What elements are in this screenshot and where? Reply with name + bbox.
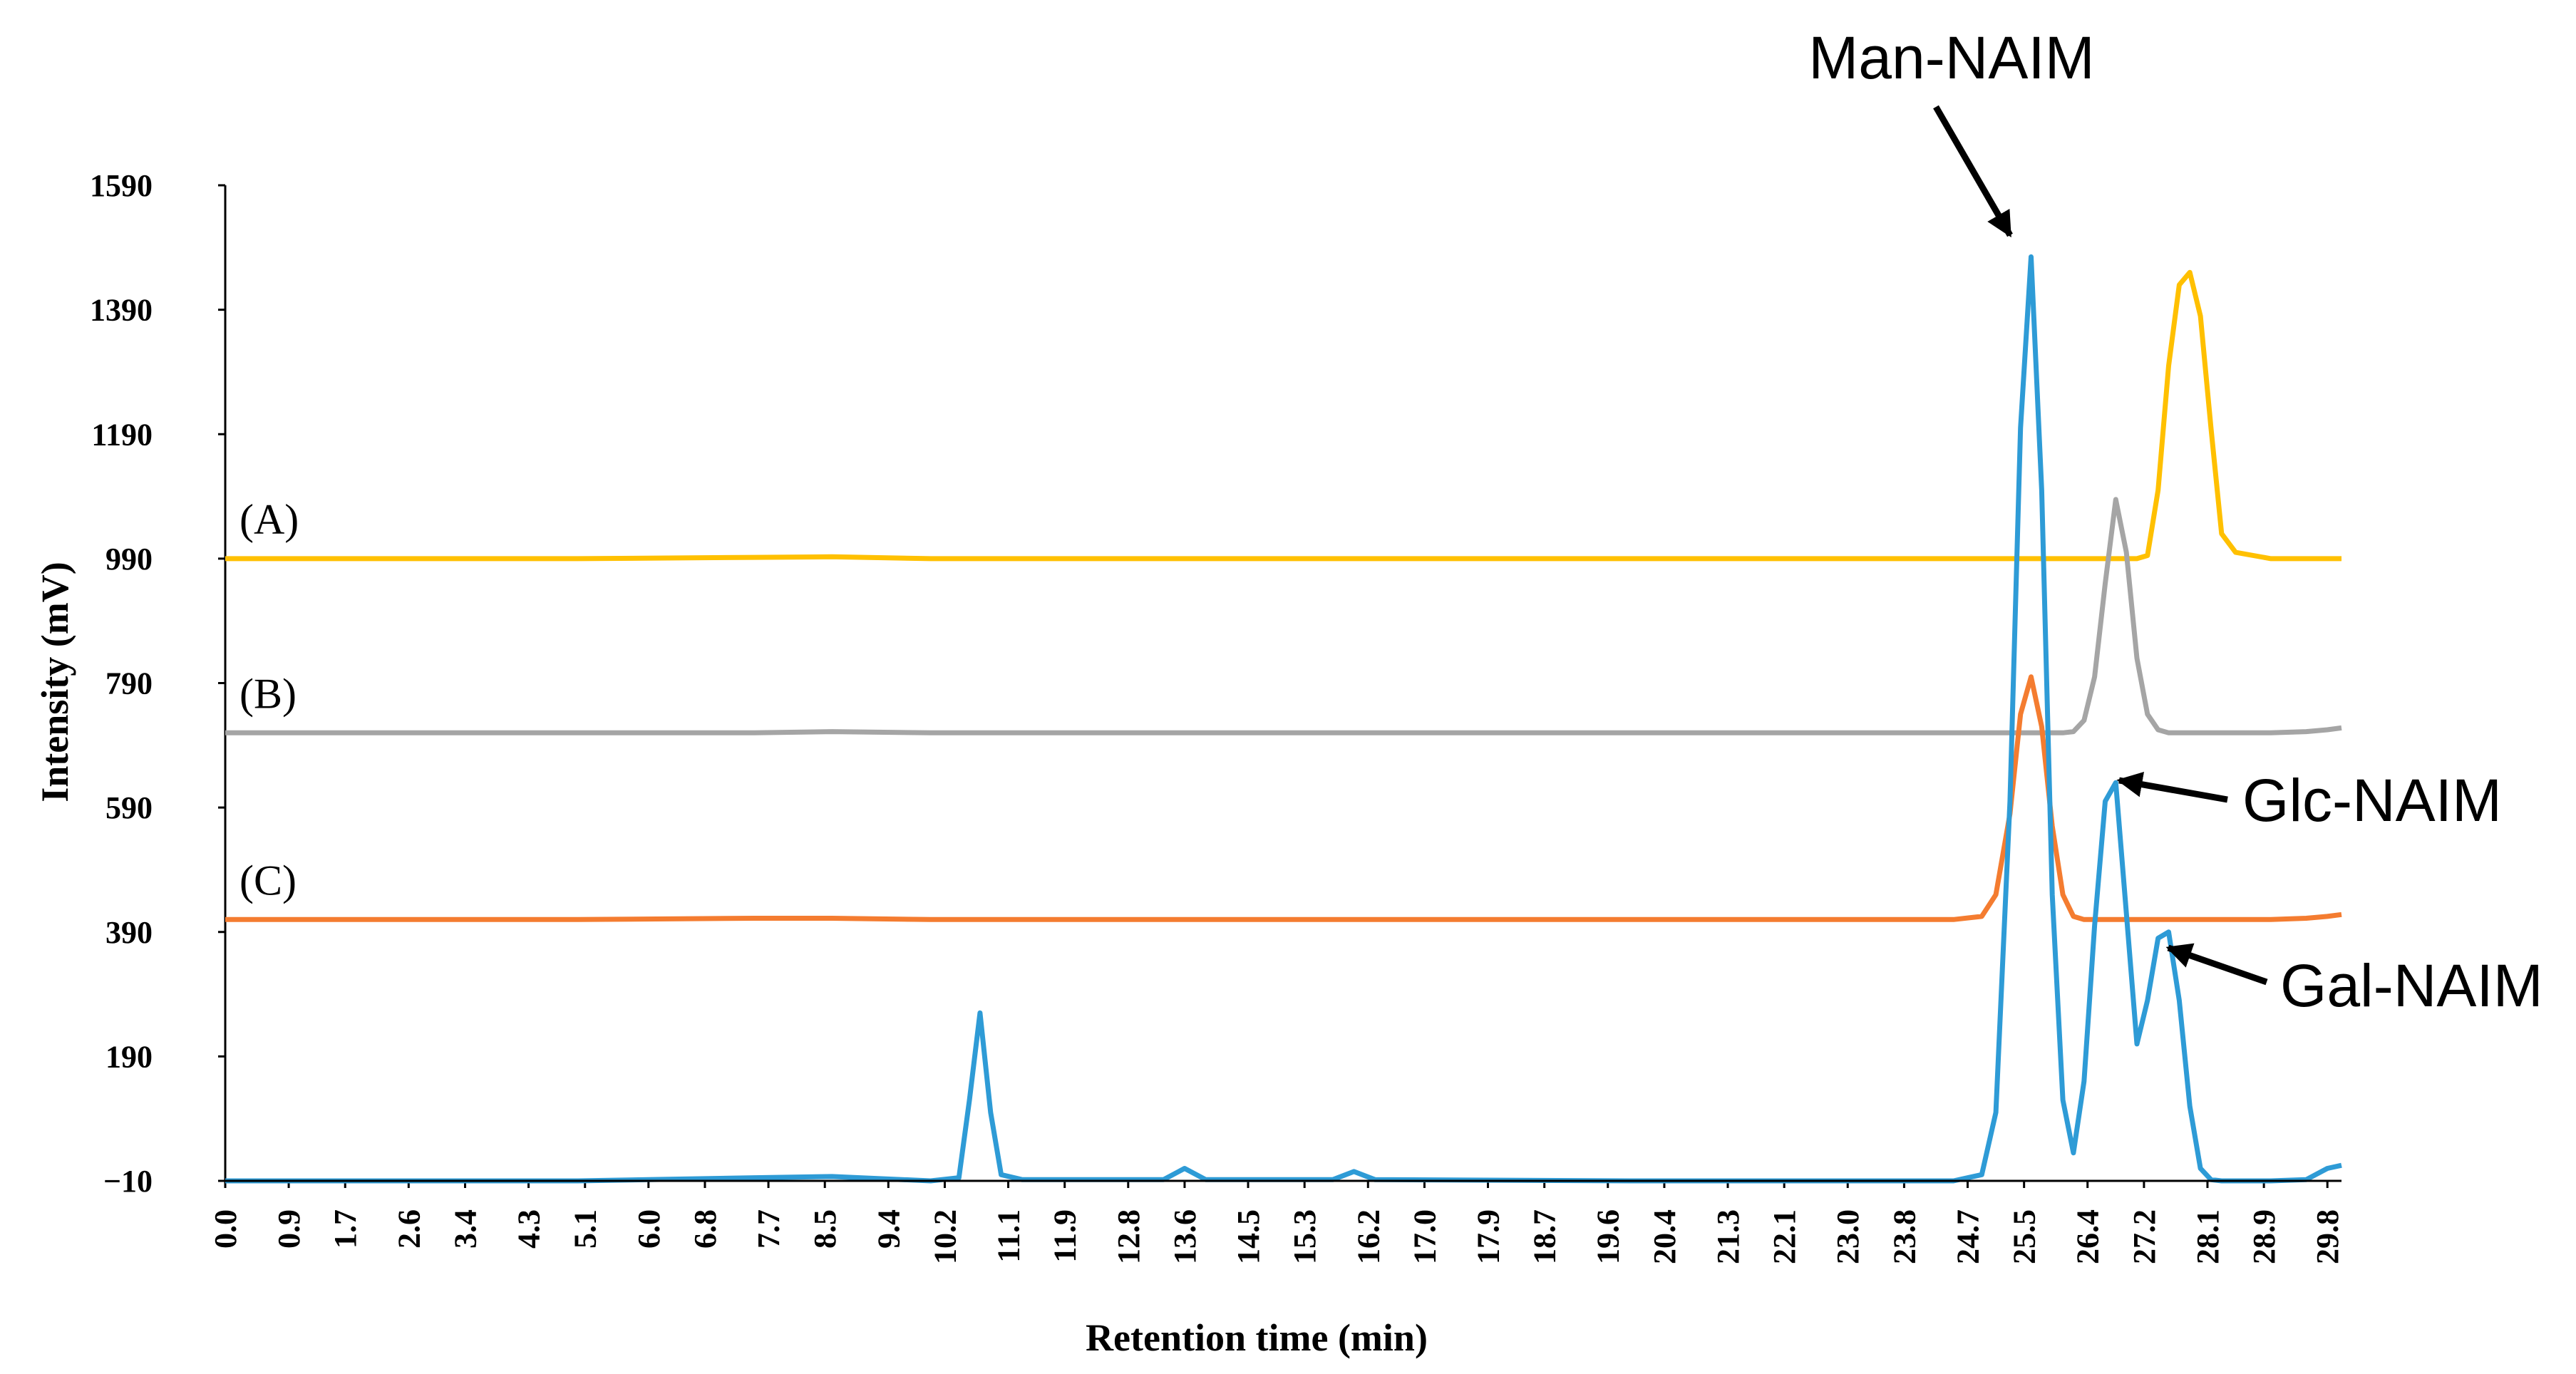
- y-axis-title: Intensity (mV): [34, 562, 76, 802]
- x-tick-label: 29.8: [2310, 1209, 2345, 1264]
- x-tick-label: 25.5: [2007, 1209, 2042, 1264]
- x-tick-label: 23.8: [1887, 1209, 1922, 1264]
- y-tick-label: 1590: [90, 168, 153, 203]
- x-tick-label: 21.3: [1711, 1209, 1746, 1264]
- y-tick-label: 1190: [91, 417, 153, 452]
- series-line: [225, 254, 2342, 1184]
- y-tick-label: 990: [105, 542, 153, 577]
- series-line: [225, 269, 2341, 562]
- x-tick-label: 0.0: [208, 1209, 243, 1249]
- x-tick-label: 6.0: [632, 1209, 666, 1249]
- annotation: Glc-NAIM: [2242, 767, 2502, 834]
- series-line: [225, 674, 2342, 922]
- x-axis-title: Retention time (min): [1086, 1316, 1428, 1359]
- series-line: [225, 497, 2342, 735]
- x-tick-label: 23.0: [1830, 1209, 1865, 1264]
- y-tick-label: 390: [105, 915, 153, 950]
- series-label: (C): [239, 857, 297, 904]
- x-tick-label: 1.7: [328, 1209, 363, 1249]
- x-tick-label: 28.9: [2247, 1209, 2282, 1264]
- x-tick-label: 2.6: [391, 1209, 426, 1249]
- y-tick-label: 1390: [90, 293, 153, 328]
- x-tick-label: 5.1: [568, 1209, 603, 1249]
- x-tick-label: 27.2: [2127, 1209, 2162, 1264]
- x-tick-label: 17.9: [1471, 1209, 1506, 1264]
- y-tick-label: −10: [103, 1164, 153, 1199]
- series-label: (A): [239, 496, 299, 543]
- x-tick-label: 14.5: [1231, 1209, 1266, 1264]
- y-tick-label: 190: [105, 1039, 153, 1074]
- x-tick-label: 10.2: [927, 1209, 962, 1264]
- annotation-arrow: [2165, 943, 2268, 986]
- x-tick-label: 20.4: [1647, 1209, 1682, 1264]
- x-tick-label: 17.0: [1407, 1209, 1442, 1264]
- x-tick-label: 11.1: [991, 1209, 1026, 1263]
- x-tick-label: 26.4: [2071, 1209, 2106, 1264]
- x-tick-label: 19.6: [1591, 1209, 1626, 1264]
- x-tick-label: 16.2: [1351, 1209, 1386, 1264]
- x-tick-label: 6.8: [688, 1209, 723, 1249]
- x-tick-label: 9.4: [871, 1209, 906, 1249]
- annotation-arrow: [1933, 105, 2013, 238]
- x-tick-label: 22.1: [1767, 1209, 1802, 1264]
- x-tick-label: 7.7: [751, 1209, 786, 1249]
- x-tick-label: 24.7: [1950, 1209, 1985, 1264]
- x-tick-label: 18.7: [1527, 1209, 1562, 1264]
- x-tick-label: 28.1: [2190, 1209, 2225, 1264]
- y-tick-label: 590: [105, 790, 153, 825]
- x-tick-label: 0.9: [272, 1209, 306, 1249]
- x-tick-label: 15.3: [1287, 1209, 1322, 1264]
- x-tick-label: 3.4: [448, 1209, 483, 1249]
- annotation-arrow: [2116, 771, 2228, 803]
- y-tick-label: 790: [105, 666, 153, 701]
- x-tick-label: 12.8: [1111, 1209, 1146, 1264]
- x-tick-label: 4.3: [512, 1209, 547, 1249]
- annotation: Gal-NAIM: [2280, 952, 2543, 1019]
- x-tick-label: 13.6: [1168, 1209, 1202, 1264]
- series-label: (B): [239, 670, 297, 717]
- x-tick-label: 11.9: [1048, 1209, 1083, 1263]
- x-tick-label: 8.5: [808, 1209, 843, 1249]
- annotation: Man-NAIM: [1808, 24, 2094, 91]
